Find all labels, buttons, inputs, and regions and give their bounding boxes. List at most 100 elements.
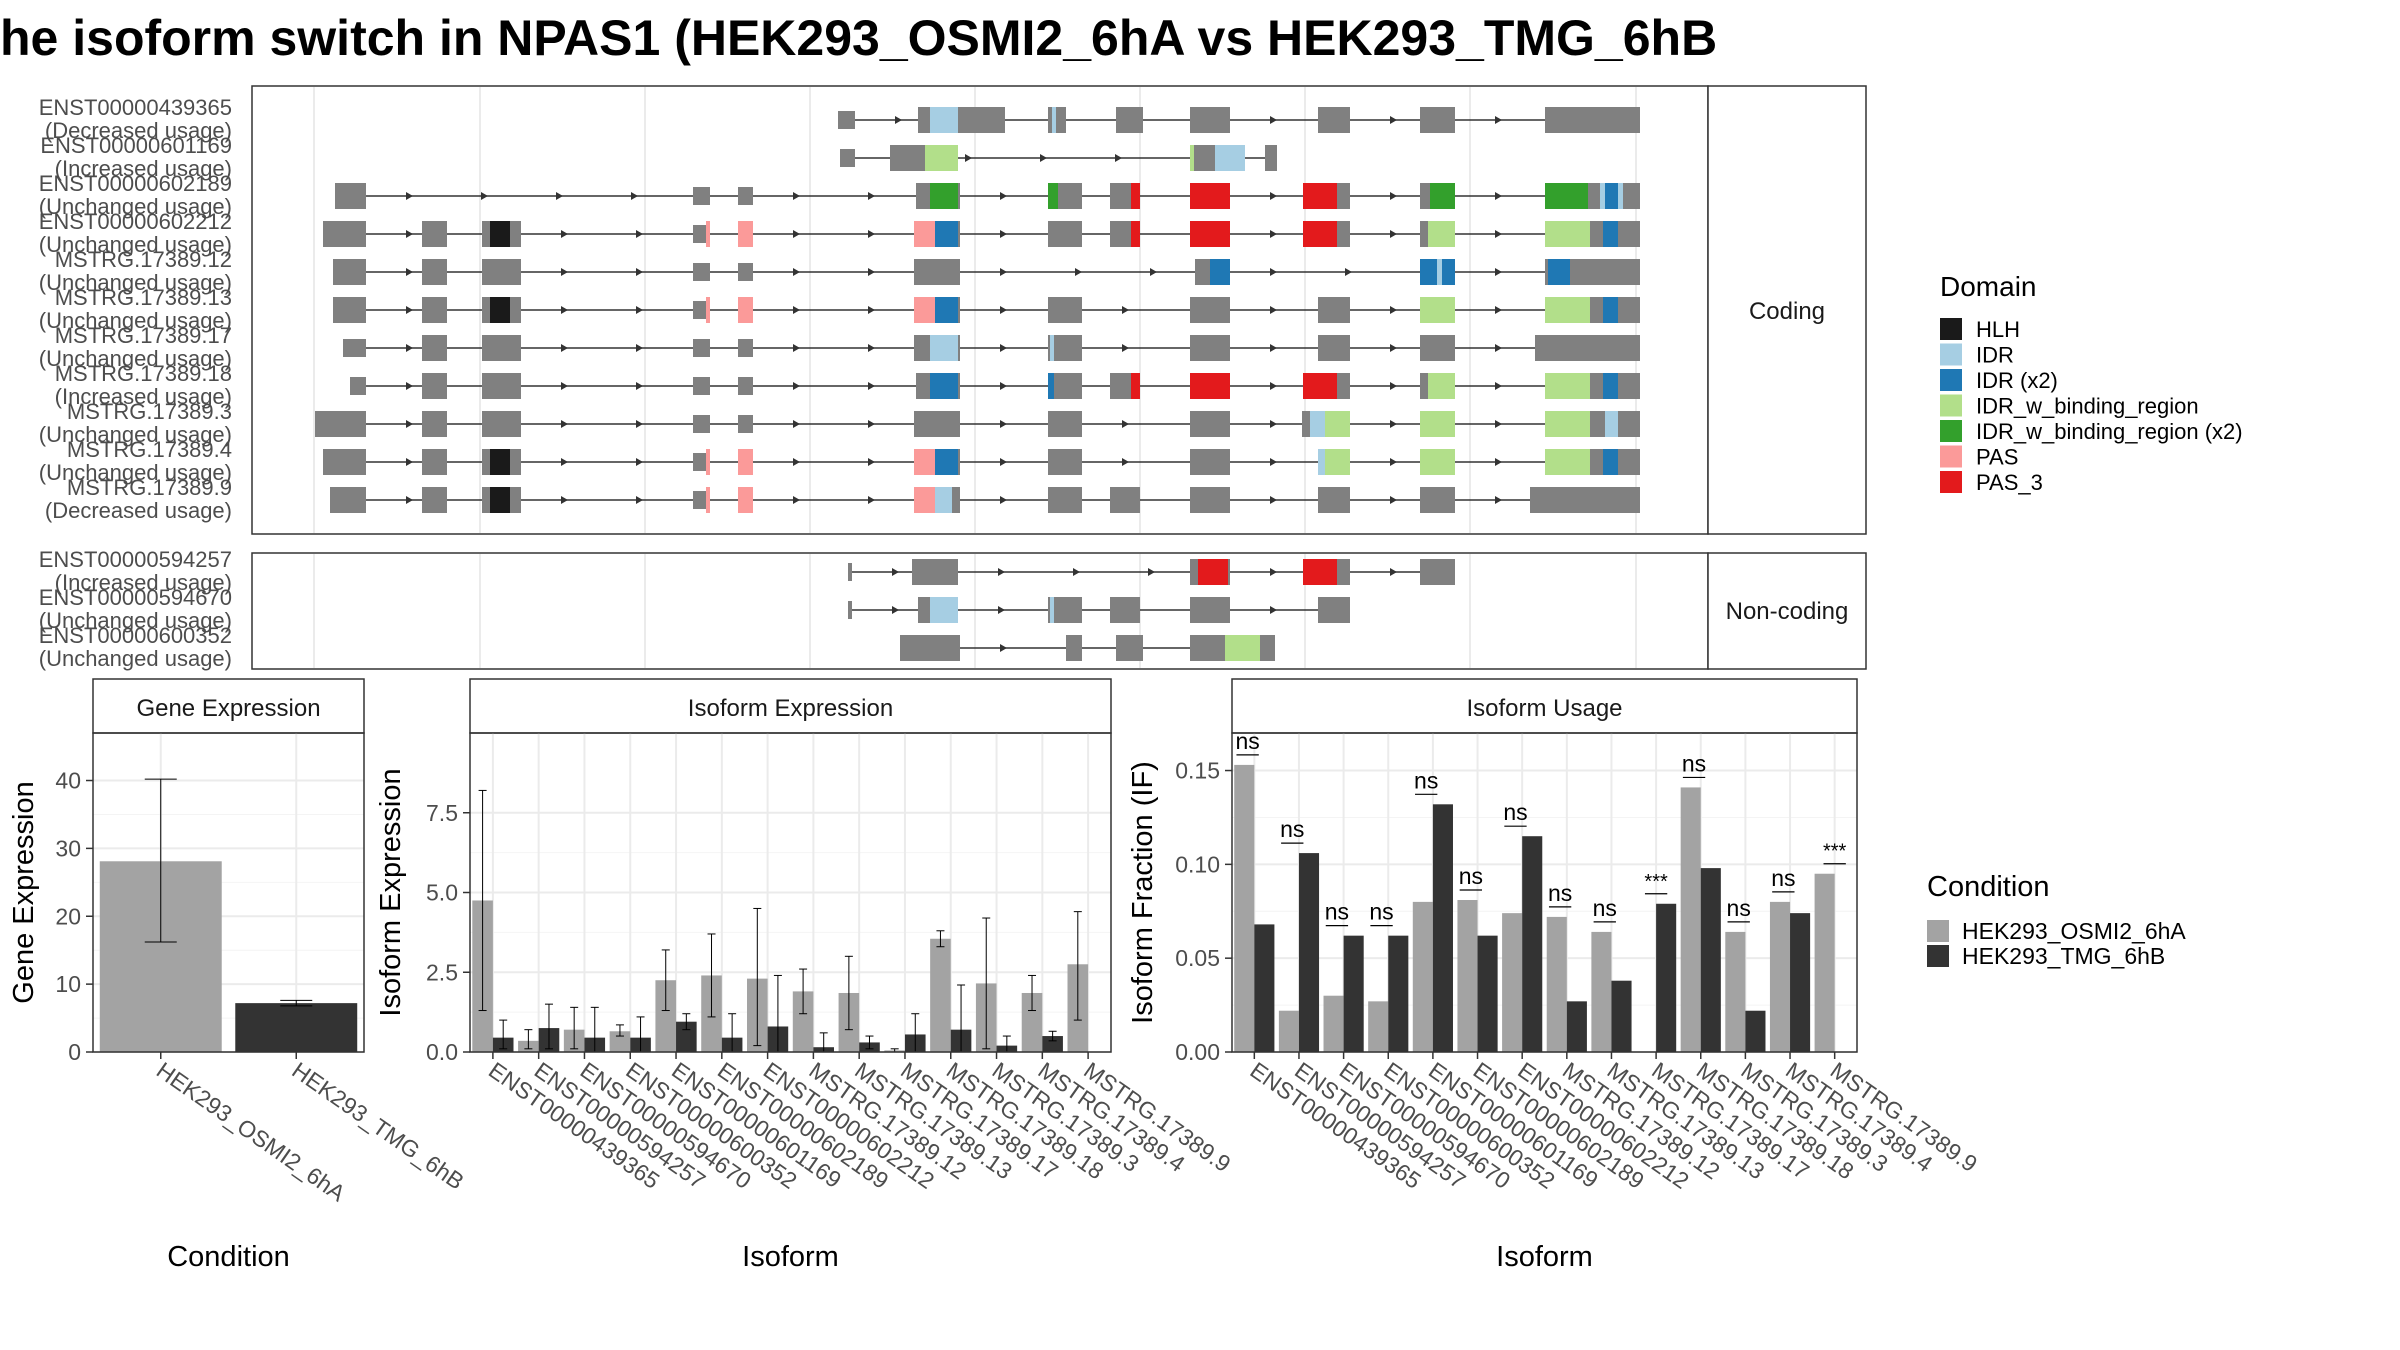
exon bbox=[1116, 107, 1143, 133]
direction-arrow bbox=[868, 268, 875, 276]
data-bar bbox=[676, 1021, 697, 1052]
domain-block bbox=[1048, 183, 1058, 209]
direction-arrow bbox=[636, 306, 643, 314]
direction-arrow bbox=[1495, 116, 1502, 124]
significance-label: ns bbox=[1727, 895, 1751, 921]
domain-block bbox=[1303, 559, 1337, 585]
coding-track bbox=[330, 487, 1640, 513]
track-id-label: MSTRG.17389.4 bbox=[67, 437, 232, 462]
domain-block bbox=[1430, 183, 1455, 209]
exon bbox=[1318, 335, 1350, 361]
direction-arrow bbox=[481, 192, 488, 200]
domain-block bbox=[1131, 221, 1140, 247]
domain-block bbox=[1190, 373, 1230, 399]
exon bbox=[738, 377, 753, 395]
direction-arrow bbox=[1270, 306, 1277, 314]
legend-label: IDR (x2) bbox=[1976, 368, 2058, 393]
exon bbox=[838, 111, 855, 129]
data-bar bbox=[1769, 901, 1791, 1052]
domain-block bbox=[1442, 259, 1455, 285]
y-axis-title: Gene Expression bbox=[8, 781, 40, 1003]
condition-legend-title: Condition bbox=[1927, 871, 2050, 903]
direction-arrow bbox=[561, 344, 568, 352]
coding-track bbox=[323, 449, 1640, 475]
significance-label: ns bbox=[1459, 863, 1483, 889]
panel-strip bbox=[92, 678, 365, 734]
direction-arrow bbox=[1390, 306, 1397, 314]
direction-arrow bbox=[1040, 154, 1047, 162]
track-id-label: ENST00000439365 bbox=[39, 95, 232, 120]
legend-key bbox=[1940, 369, 1962, 391]
exon bbox=[1420, 335, 1455, 361]
exon bbox=[1318, 107, 1350, 133]
domain-block bbox=[1420, 449, 1455, 475]
direction-arrow bbox=[998, 568, 1005, 576]
x-axis-title: Isoform bbox=[1496, 1241, 1593, 1273]
y-tick-label: 20 bbox=[55, 903, 81, 929]
domain-block bbox=[706, 449, 710, 475]
data-bar bbox=[1388, 935, 1409, 1052]
exon bbox=[482, 259, 521, 285]
coding-track bbox=[323, 221, 1640, 247]
domain-block bbox=[930, 597, 958, 623]
exon bbox=[422, 221, 447, 247]
direction-arrow bbox=[868, 230, 875, 238]
domain-block bbox=[1050, 597, 1054, 623]
direction-arrow bbox=[868, 382, 875, 390]
y-tick-label: 40 bbox=[55, 768, 81, 794]
direction-arrow bbox=[636, 382, 643, 390]
exon bbox=[1190, 335, 1230, 361]
legend-label: PAS bbox=[1976, 445, 2018, 470]
direction-arrow bbox=[631, 192, 638, 200]
direction-arrow bbox=[636, 344, 643, 352]
direction-arrow bbox=[892, 606, 899, 614]
domain-block bbox=[935, 221, 958, 247]
data-bar bbox=[1680, 787, 1701, 1052]
data-bar bbox=[1591, 931, 1612, 1052]
exon bbox=[1190, 107, 1230, 133]
direction-arrow bbox=[1122, 458, 1129, 466]
direction-arrow bbox=[406, 192, 413, 200]
domain-block bbox=[925, 145, 958, 171]
data-bar bbox=[792, 991, 814, 1052]
domain-block bbox=[1605, 411, 1618, 437]
y-tick-label: 0.05 bbox=[1175, 945, 1220, 971]
domain-block bbox=[930, 373, 958, 399]
direction-arrow bbox=[793, 306, 800, 314]
track-usage-label: (Decreased usage) bbox=[45, 498, 232, 523]
direction-arrow bbox=[793, 230, 800, 238]
direction-arrow bbox=[636, 458, 643, 466]
track-usage-label: (Decreased usage) bbox=[45, 118, 232, 143]
exon bbox=[323, 449, 366, 475]
track-id-label: ENST00000602212 bbox=[39, 209, 232, 234]
direction-arrow bbox=[1000, 458, 1007, 466]
direction-arrow bbox=[1345, 268, 1352, 276]
direction-arrow bbox=[868, 344, 875, 352]
data-bar bbox=[1323, 995, 1344, 1052]
exon bbox=[315, 411, 366, 437]
domain-block bbox=[1437, 259, 1442, 285]
y-tick-label: 0.0 bbox=[426, 1039, 458, 1065]
coding-track bbox=[343, 335, 1640, 361]
coding-track bbox=[838, 107, 1640, 133]
direction-arrow bbox=[1000, 192, 1007, 200]
direction-arrow bbox=[561, 458, 568, 466]
data-bar bbox=[1611, 980, 1632, 1052]
exon bbox=[482, 335, 521, 361]
y-tick-label: 5.0 bbox=[426, 880, 458, 906]
domain-block bbox=[738, 221, 753, 247]
domain-block bbox=[1420, 259, 1437, 285]
significance-label: ns bbox=[1682, 750, 1706, 776]
domain-block bbox=[1190, 221, 1230, 247]
direction-arrow bbox=[1000, 344, 1007, 352]
track-usage-label: (Increased usage) bbox=[55, 570, 232, 595]
direction-arrow bbox=[1270, 606, 1277, 614]
direction-arrow bbox=[1270, 230, 1277, 238]
exon bbox=[693, 491, 710, 509]
x-axis-title: Isoform bbox=[742, 1241, 839, 1273]
exon bbox=[914, 259, 960, 285]
direction-arrow bbox=[1122, 344, 1129, 352]
direction-arrow bbox=[1270, 496, 1277, 504]
data-bar bbox=[1343, 935, 1364, 1052]
